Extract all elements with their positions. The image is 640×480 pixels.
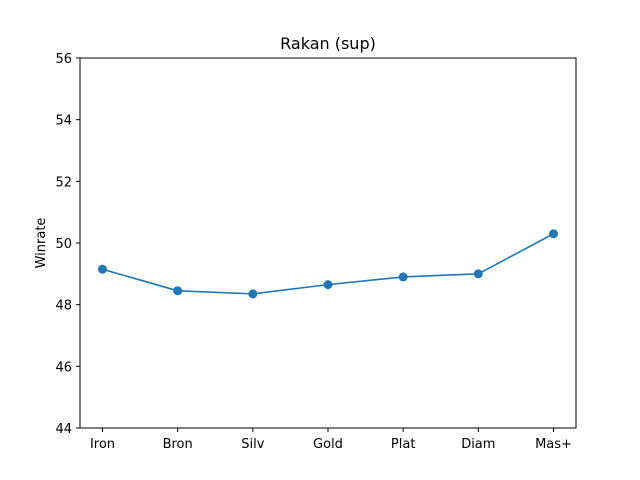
data-point <box>398 272 408 282</box>
x-tick-label: Silv <box>241 437 264 452</box>
data-point <box>248 289 258 299</box>
y-tick-label: 52 <box>55 175 72 190</box>
series-layer <box>98 229 558 299</box>
data-point <box>473 269 483 279</box>
y-tick-label: 48 <box>55 299 72 314</box>
data-point <box>549 229 558 239</box>
y-tick-label: 54 <box>55 114 72 129</box>
y-tick-label: 44 <box>55 422 72 437</box>
y-tick-label: 50 <box>55 237 72 252</box>
x-tick-label: Mas+ <box>535 437 572 452</box>
x-tick-label: Gold <box>313 437 343 452</box>
y-axis-label: Winrate <box>34 218 49 269</box>
x-axis-ticks: Iron Bron Silv Gold Plat Diam Mas+ <box>90 428 572 452</box>
data-point <box>98 264 107 274</box>
x-tick-label: Bron <box>163 437 193 452</box>
x-tick-label: Iron <box>90 437 115 452</box>
data-point <box>173 286 183 296</box>
chart-title: Rakan (sup) <box>280 34 376 53</box>
data-point <box>323 280 333 290</box>
y-axis-ticks: 44 46 48 50 52 54 56 <box>55 52 80 437</box>
x-tick-label: Diam <box>461 437 495 452</box>
plot-frame <box>79 57 577 429</box>
y-tick-label: 46 <box>55 360 72 375</box>
x-tick-label: Plat <box>391 437 416 452</box>
y-tick-label: 56 <box>55 52 72 67</box>
